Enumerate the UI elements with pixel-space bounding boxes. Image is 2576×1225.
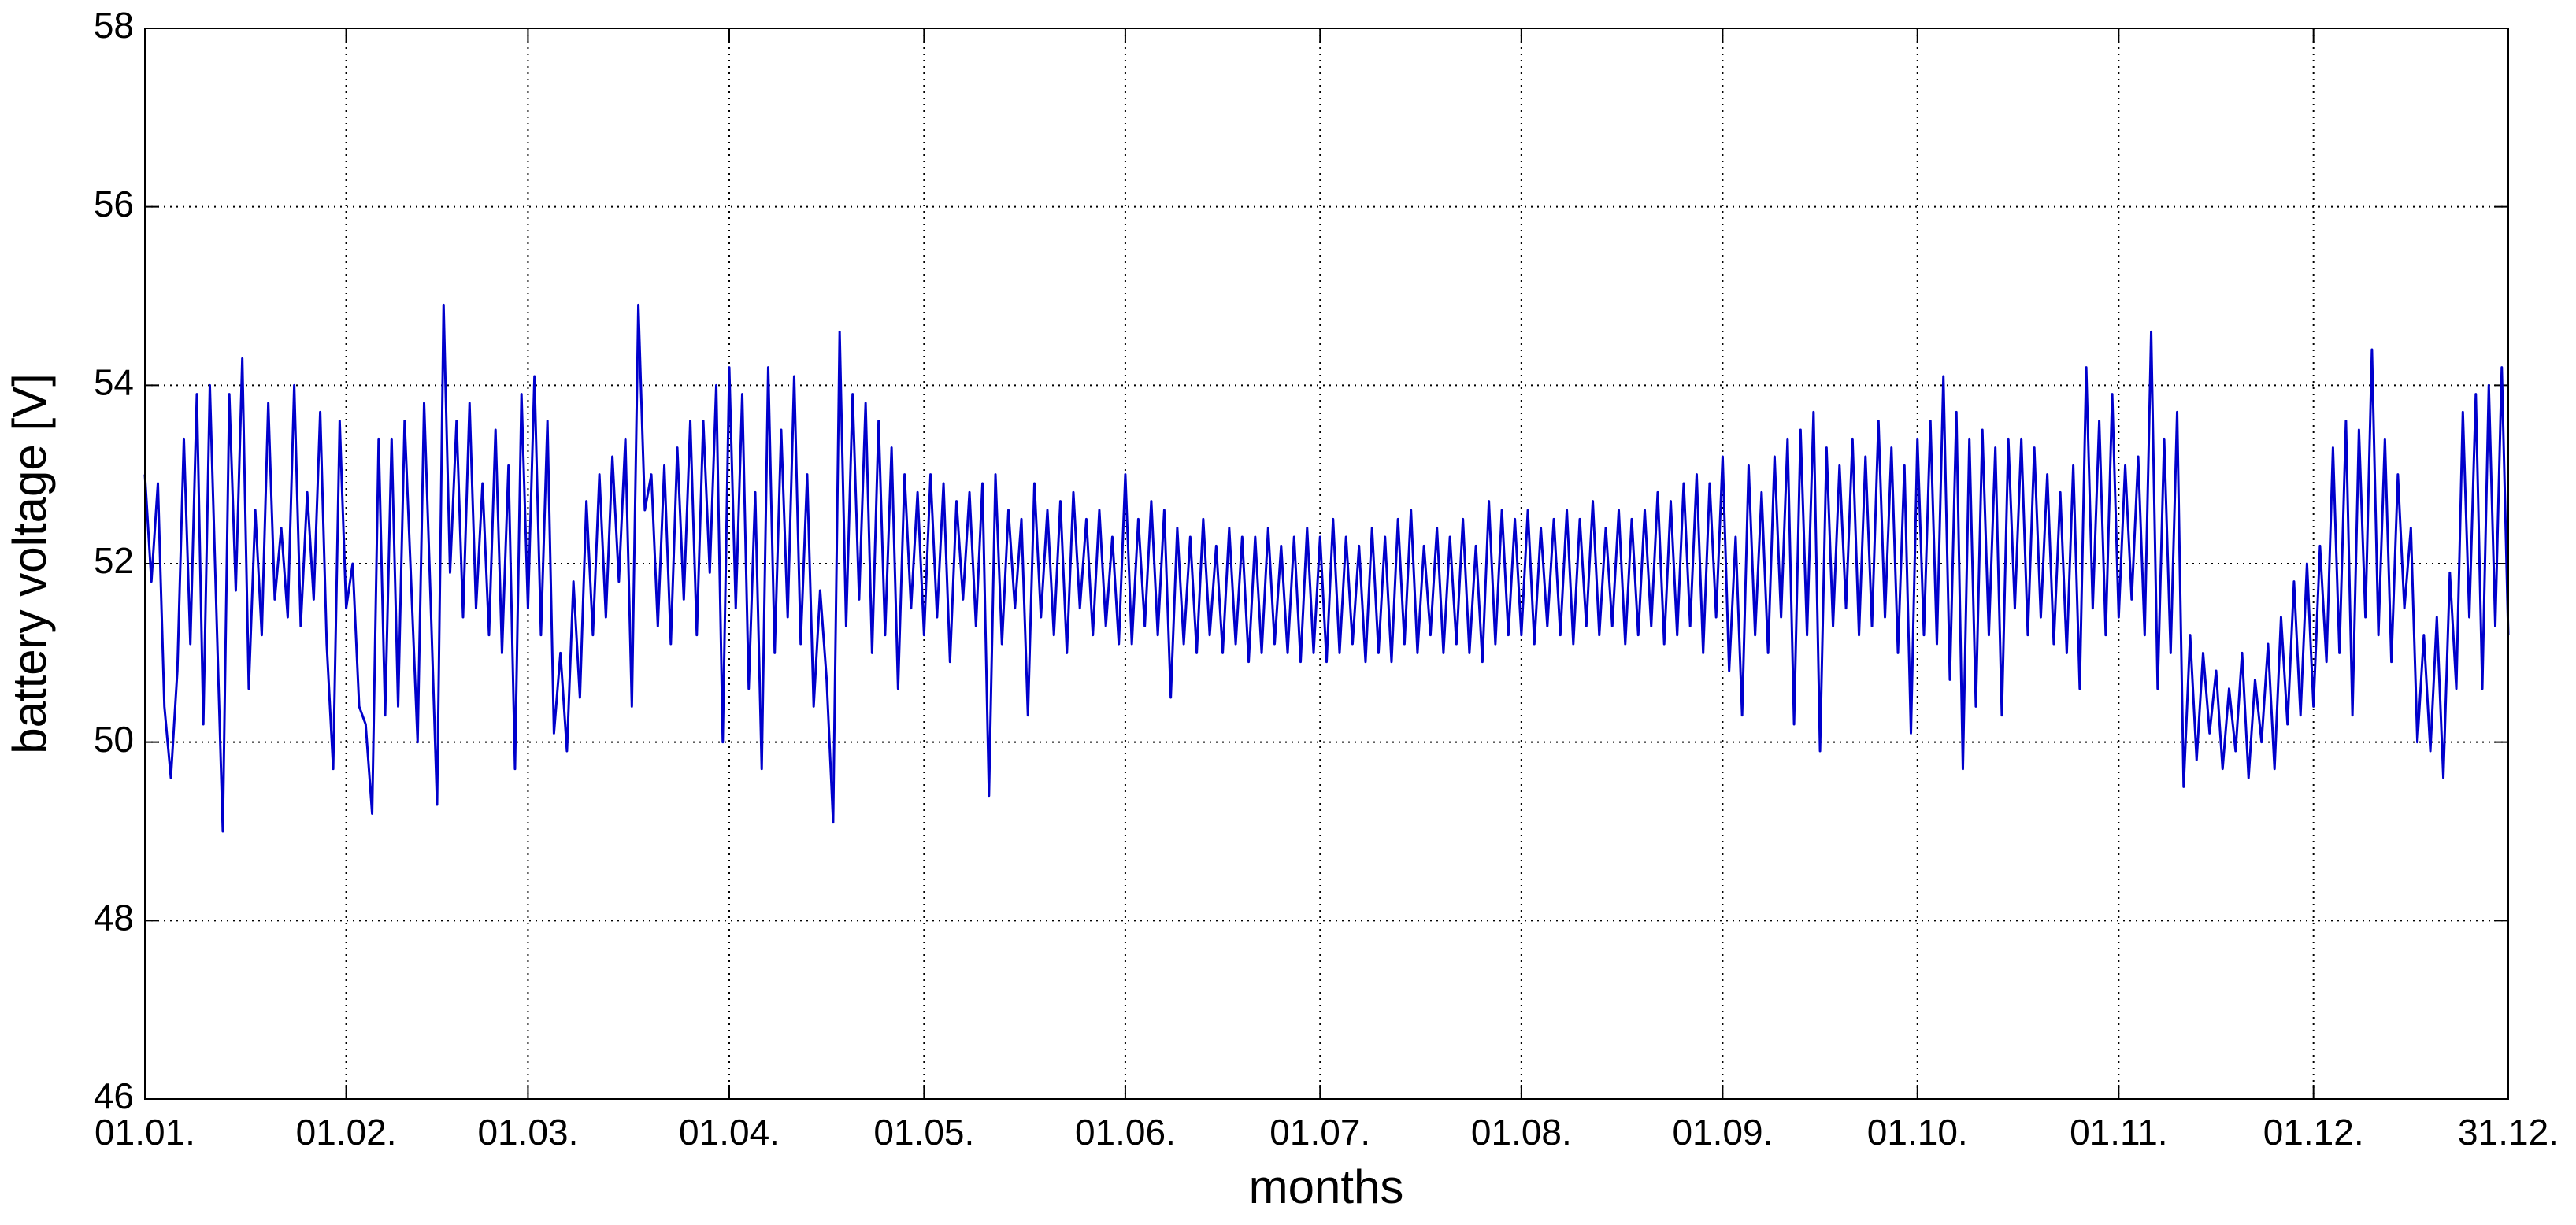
x-tick-label: 01.12. (2263, 1112, 2364, 1153)
y-tick-label: 52 (94, 540, 134, 581)
data-line (143, 303, 2510, 833)
x-tick-label: 01.06. (1075, 1112, 1176, 1153)
x-axis-label: months (1249, 1160, 1404, 1213)
x-tick-label: 01.03. (477, 1112, 578, 1153)
x-tick-label: 01.08. (1471, 1112, 1572, 1153)
x-tick-label: 01.09. (1672, 1112, 1773, 1153)
x-tick-label: 01.07. (1269, 1112, 1370, 1153)
x-tick-label: 01.01. (95, 1112, 195, 1153)
y-tick-label: 48 (94, 897, 134, 938)
x-tick-label: 01.11. (2070, 1112, 2167, 1153)
x-tick-label: 01.10. (1867, 1112, 1968, 1153)
y-tick-label: 46 (94, 1075, 134, 1116)
x-tick-label: 01.04. (679, 1112, 780, 1153)
y-tick-label: 54 (94, 361, 134, 402)
x-tick-label: 31.12. (2458, 1112, 2559, 1153)
y-tick-label: 58 (94, 5, 134, 46)
y-tick-label: 50 (94, 719, 134, 760)
x-tick-label: 01.05. (873, 1112, 974, 1153)
x-tick-label: 01.02. (296, 1112, 397, 1153)
plot-frame (144, 28, 2509, 1100)
y-axis-label: battery voltage [V] (3, 373, 56, 754)
y-tick-label: 56 (94, 183, 134, 224)
